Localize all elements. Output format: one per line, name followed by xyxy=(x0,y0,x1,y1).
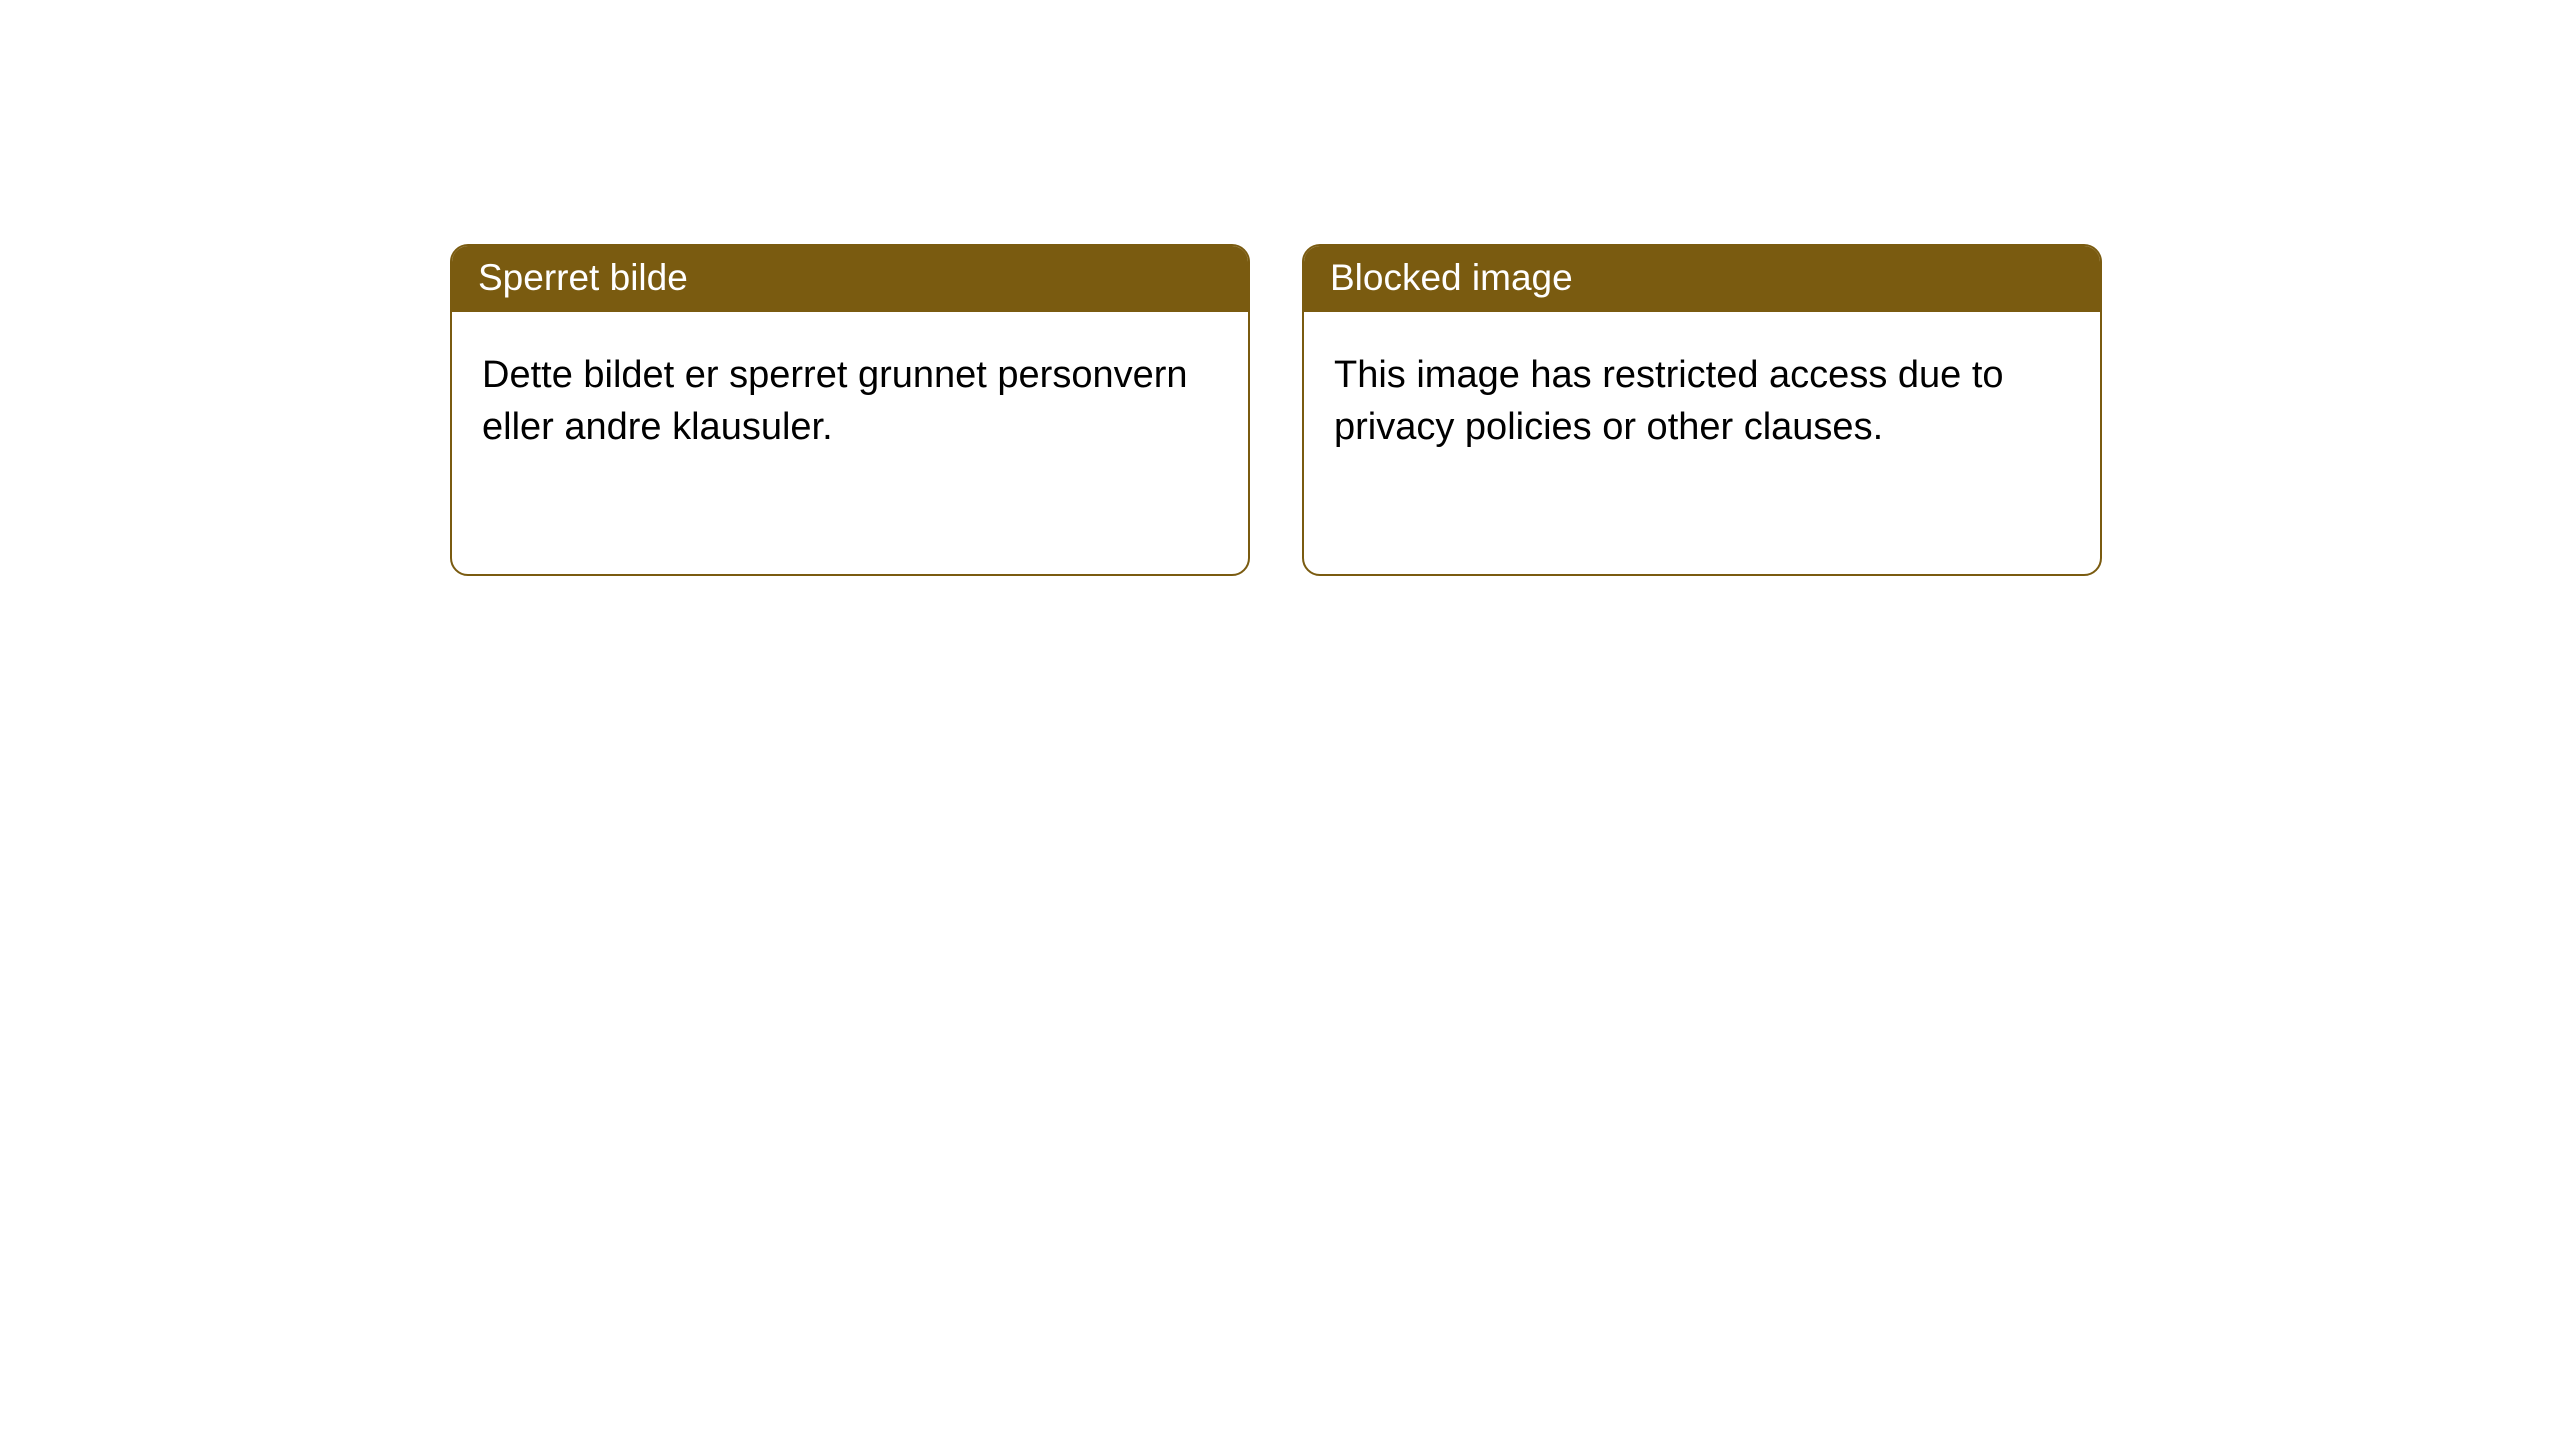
card-header: Blocked image xyxy=(1304,246,2100,312)
card-header: Sperret bilde xyxy=(452,246,1248,312)
card-body: Dette bildet er sperret grunnet personve… xyxy=(452,312,1248,483)
blocked-image-card-en: Blocked image This image has restricted … xyxy=(1302,244,2102,576)
card-body: This image has restricted access due to … xyxy=(1304,312,2100,483)
notice-container: Sperret bilde Dette bildet er sperret gr… xyxy=(0,0,2560,576)
blocked-image-card-no: Sperret bilde Dette bildet er sperret gr… xyxy=(450,244,1250,576)
card-title: Sperret bilde xyxy=(478,257,688,298)
card-body-text: This image has restricted access due to … xyxy=(1334,354,2004,447)
card-body-text: Dette bildet er sperret grunnet personve… xyxy=(482,354,1188,447)
card-title: Blocked image xyxy=(1330,257,1573,298)
